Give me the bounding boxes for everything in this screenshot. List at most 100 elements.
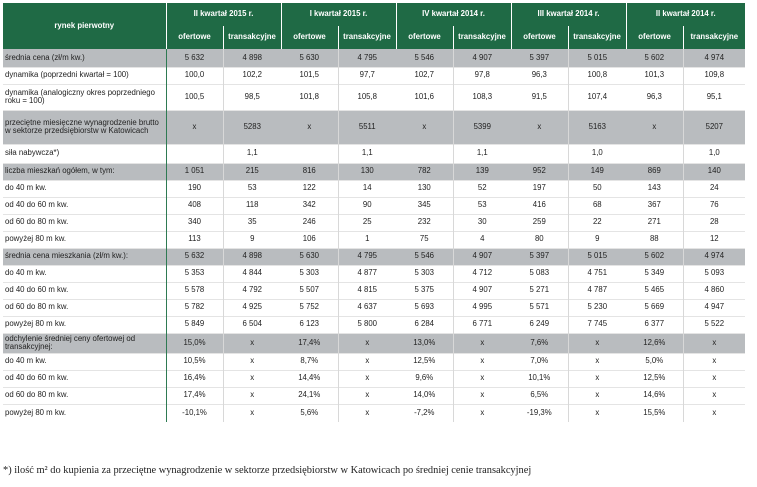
table-cell: 6 123	[281, 315, 339, 333]
table-cell: 6,5%	[511, 386, 569, 404]
table-cell: 80	[511, 230, 569, 248]
table-cell: 108,3	[452, 83, 512, 110]
table-cell	[626, 143, 684, 163]
table-cell: 4 898	[222, 49, 282, 67]
table-cell: 7 745	[567, 315, 627, 333]
table-cell: 271	[626, 213, 684, 231]
table-cell: 1,1	[337, 143, 397, 163]
table-cell	[511, 143, 569, 163]
table-cell: 5 353	[166, 264, 223, 282]
table-cell: 197	[511, 179, 569, 197]
table-cell: x	[682, 332, 746, 353]
row-label: dynamika (analogiczny okres poprzedniego…	[3, 83, 167, 110]
row-label: powyżej 80 m kw.	[3, 403, 167, 422]
table-cell: 5 507	[281, 281, 339, 299]
table-cell: 68	[567, 196, 627, 214]
table-cell: 14,4%	[281, 369, 339, 387]
row-label: powyżej 80 m kw.	[3, 315, 167, 333]
table-cell: 15,5%	[626, 403, 684, 422]
table-cell: 113	[166, 230, 223, 248]
row-label: do 40 m kw.	[3, 179, 167, 197]
table-cell: 5 546	[396, 49, 454, 67]
table-cell: 130	[396, 179, 454, 197]
table-cell: x	[337, 332, 397, 353]
table-cell: 416	[511, 196, 569, 214]
table-cell: 52	[452, 179, 512, 197]
subheader-offer: ofertowe	[395, 26, 454, 49]
table-cell: 102,7	[396, 66, 454, 84]
table-cell: 24,1%	[281, 386, 339, 404]
table-cell: 5 602	[626, 49, 684, 67]
table-row: od 60 do 80 m kw. 5 782 4 925 5 752 4 637 5 6…	[3, 298, 746, 316]
table-cell: 12,5%	[626, 369, 684, 387]
housing-price-table: rynek pierwotny II kwartał 2015 r. I kwa…	[3, 3, 746, 422]
period-header-row: rynek pierwotny II kwartał 2015 r. I kwa…	[3, 3, 746, 49]
table-cell: 100,8	[567, 66, 627, 84]
table-cell: 408	[166, 196, 223, 214]
table-row: od 40 do 60 m kw. 408 118 342 90 345 53 416 68 36…	[3, 196, 746, 214]
table-cell: 4 712	[452, 264, 512, 282]
table-cell: x	[281, 109, 339, 144]
row-label: od 40 do 60 m kw.	[3, 369, 167, 387]
table-cell: 118	[222, 196, 282, 214]
table-cell: 5 578	[166, 281, 223, 299]
table-cell: 4 815	[337, 281, 397, 299]
footnote: *) ilość m² do kupienia za przeciętne wy…	[3, 465, 532, 476]
table-cell: 1,0	[682, 143, 746, 163]
table-cell: 140	[682, 162, 746, 180]
table-cell: 97,8	[452, 66, 512, 84]
table-cell: 130	[337, 162, 397, 180]
table-cell: 5 693	[396, 298, 454, 316]
table-cell: 30	[452, 213, 512, 231]
table-cell: 50	[567, 179, 627, 197]
table-cell: 5 522	[682, 315, 746, 333]
row-label: od 60 do 80 m kw.	[3, 386, 167, 404]
subheader-transaction: transakcyjne	[682, 26, 746, 49]
table-cell: 1,1	[452, 143, 512, 163]
table-cell: x	[567, 352, 627, 370]
subheader-transaction: transakcyjne	[567, 26, 627, 49]
table-row: średnia cena (zł/m kw.) 5 632 4 898 5 630 4 …	[3, 49, 746, 67]
table-cell: 28	[682, 213, 746, 231]
table-cell: 5 397	[511, 247, 569, 265]
table-cell: 246	[281, 213, 339, 231]
table-cell: 1 051	[166, 162, 223, 180]
table-cell: 76	[682, 196, 746, 214]
table-cell: x	[626, 109, 684, 144]
table-cell: 4 974	[682, 247, 746, 265]
table-cell: 342	[281, 196, 339, 214]
table-row: od 60 do 80 m kw. 17,4% x 24,1% x 14,0% x 6,5% x…	[3, 386, 746, 404]
table-cell: 4 907	[452, 247, 512, 265]
table-cell: 101,5	[281, 66, 339, 84]
table-cell: 12	[682, 230, 746, 248]
table-cell: 5 303	[281, 264, 339, 282]
table-cell: 5 632	[166, 49, 223, 67]
table-cell: 102,2	[222, 66, 282, 84]
table-row: dynamika (poprzedni kwartał = 100) 100,0 1…	[3, 66, 746, 84]
table-cell: 14	[337, 179, 397, 197]
table-cell: 5 271	[511, 281, 569, 299]
table-cell: x	[337, 369, 397, 387]
table-cell: x	[337, 403, 397, 422]
row-label: siła nabywcza*)	[3, 143, 167, 163]
table-cell: 5511	[337, 109, 397, 144]
table-cell: -19,3%	[511, 403, 569, 422]
table-cell: 10,1%	[511, 369, 569, 387]
table-cell: 259	[511, 213, 569, 231]
row-label: powyżej 80 m kw.	[3, 230, 167, 248]
table-cell: 5 571	[511, 298, 569, 316]
table-cell: 5163	[567, 109, 627, 144]
table-cell: x	[222, 386, 282, 404]
table-cell: 5 782	[166, 298, 223, 316]
row-label: przeciętne miesięczne wynagrodzenie brut…	[3, 109, 167, 144]
table-cell: 4 792	[222, 281, 282, 299]
table-row: średnia cena mieszkania (zł/m kw.): 5 632…	[3, 247, 746, 265]
table-cell: 5,6%	[281, 403, 339, 422]
table-row: powyżej 80 m kw. 113 9 106 1 75 4 80 9 88 12	[3, 230, 746, 248]
row-label: do 40 m kw.	[3, 352, 167, 370]
table-cell: 4	[452, 230, 512, 248]
subheader-transaction: transakcyjne	[222, 26, 282, 49]
table-cell: 367	[626, 196, 684, 214]
table-cell: 24	[682, 179, 746, 197]
table-cell: x	[567, 369, 627, 387]
